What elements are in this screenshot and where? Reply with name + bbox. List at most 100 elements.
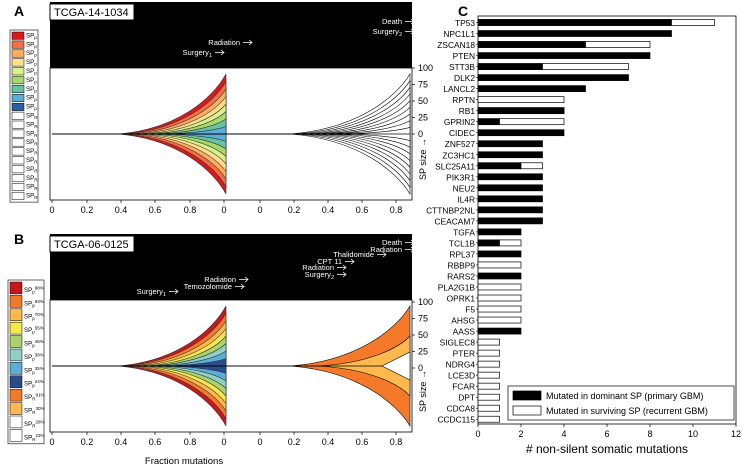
panel-b: TCGA-06-0125 RadiationTemozolomideSurger…	[7, 234, 433, 466]
legend-swatch	[9, 415, 23, 429]
bar-primary-cttnbp2nl	[477, 206, 543, 214]
event-arrow	[239, 276, 249, 283]
gene-label-f5: F5	[465, 305, 475, 315]
x-tick-label: 0.6	[149, 437, 162, 447]
event-label: Surgery2	[305, 270, 334, 281]
x-tick-label: 0	[221, 437, 226, 447]
bar-primary-gprin2	[477, 118, 500, 126]
legend-swatch	[11, 174, 25, 183]
bar-primary-cidec	[477, 129, 565, 137]
panel-a-letter: A	[14, 3, 24, 19]
legend-swatch	[11, 147, 25, 156]
event-arrow	[405, 239, 415, 246]
x-tick-label: 0.6	[356, 205, 369, 215]
legend-label: SPp46%	[24, 339, 44, 348]
x-tick-label: 0	[49, 437, 54, 447]
legend-swatch	[9, 321, 23, 335]
bar-primary-slc25a11	[477, 162, 522, 170]
gene-label-ndrg4: NDRG4	[446, 360, 476, 370]
gene-label-cdca8: CDCA8	[447, 404, 476, 414]
legend-label: SPp	[26, 104, 37, 112]
y-tick-label: 0	[418, 363, 423, 373]
bar-primary-tp53	[477, 19, 672, 26]
bar-primary-rars2	[477, 272, 522, 280]
y-tick-label: 100	[418, 63, 433, 73]
gene-label-cttnbp2nl: CTTNBP2NL	[426, 205, 475, 215]
legend-swatch	[11, 138, 25, 147]
legend-swatch	[11, 85, 25, 94]
y-axis-label: SP size →	[418, 370, 428, 412]
legend-label: SPp	[26, 50, 37, 58]
gene-label-lce3d: LCE3D	[448, 371, 475, 381]
legend-swatch	[11, 67, 25, 76]
bar-recurrent-f5	[477, 305, 522, 313]
bar-recurrent-dpt	[477, 393, 500, 401]
legend-swatch	[9, 402, 23, 415]
x-tick-label: 6	[604, 429, 609, 439]
legend-swatch	[11, 191, 25, 200]
legend-label: SPp	[26, 86, 37, 94]
bar-primary-aass	[477, 327, 522, 335]
gene-label-zscan18: ZSCAN18	[437, 40, 475, 50]
panel-a-axes: 0 0.2 0.4 0.6 0.8 0 0 0.2 0.4 0.6 0.81007550250SP …	[49, 63, 433, 215]
event-label: Radiation	[208, 38, 240, 47]
event-label: Surgery1	[183, 48, 212, 59]
legend-label: SPp	[26, 77, 37, 85]
y-tick-label: 25	[418, 347, 428, 357]
panel-c-bars: TP53NPC1L1ZSCAN18PTENSTT3BDLK2LANCL2RPTN…	[426, 18, 715, 425]
legend-label: SPp93%	[24, 299, 44, 308]
legend-label-primary: Mutated in dominant SP (primary GBM)	[546, 391, 703, 401]
legend-label: SPR	[26, 175, 38, 183]
bar-recurrent-fcar	[477, 382, 500, 390]
y-tick-label: 100	[418, 297, 433, 307]
bar-primary-ceacam7	[477, 217, 543, 225]
event-label: Radiation	[370, 245, 402, 254]
x-tick-label: 0.6	[356, 437, 369, 447]
gene-label-il4r: IL4R	[457, 194, 475, 204]
legend-label: SPR	[26, 148, 38, 156]
gene-label-rars2: RARS2	[447, 271, 475, 281]
panel-c-legend-box	[507, 385, 735, 421]
event-arrow	[405, 246, 415, 253]
panel-b-legend: SPp98% SPp93% SPp70% SPp55% SPp46% SPp38% SPp3…	[7, 279, 45, 445]
x-tick-label: 0	[257, 437, 262, 447]
legend-swatch	[11, 111, 25, 120]
gene-label-rb1: RB1	[459, 106, 476, 116]
y-tick-label: 75	[418, 314, 428, 324]
panel-a-patient-id: TCGA-14-1034	[54, 7, 129, 19]
panel-a-fishplot	[52, 72, 411, 196]
legend-label: SPR	[26, 113, 38, 121]
legend-swatch	[11, 94, 25, 102]
bar-recurrent-lce3d	[477, 371, 500, 379]
x-tick-label: 8	[647, 429, 652, 439]
legend-label: SPp24%	[24, 379, 44, 388]
legend-swatch	[9, 348, 23, 362]
bar-primary-neu2	[477, 184, 543, 192]
panel-c-legend: Mutated in dominant SP (primary GBM) Muta…	[507, 385, 735, 421]
gene-label-zc3hc1: ZC3HC1	[442, 150, 475, 160]
x-tick-label: 4	[561, 429, 566, 439]
x-tick-label: 0	[49, 205, 54, 215]
event-arrow	[377, 251, 387, 258]
gene-label-fcar: FCAR	[452, 382, 475, 392]
bar-primary-npc1l1	[477, 30, 672, 37]
x-tick-label: 10	[688, 429, 698, 439]
bar-recurrent-rptn	[477, 96, 565, 104]
x-tick-label: 0.2	[288, 205, 301, 215]
y-tick-label: 0	[418, 129, 423, 139]
x-tick-label: 0.4	[322, 437, 335, 447]
gene-label-npc1l1: NPC1L1	[443, 29, 475, 39]
panel-b-events: RadiationTemozolomideSurgery1Thalidomide…	[137, 238, 415, 298]
legend-label: SPp55%	[24, 326, 44, 335]
legend-swatch	[9, 375, 23, 388]
gene-label-tcl1b: TCL1B	[449, 238, 475, 248]
gene-label-pten: PTEN	[453, 51, 475, 61]
legend-label-recurrent: Mutated in surviving SP (recurrent GBM)	[546, 406, 708, 416]
gene-label-tgfa: TGFA	[453, 227, 475, 237]
event-label: Radiation	[204, 275, 236, 284]
legend-swatch	[11, 31, 25, 40]
legend-frame	[7, 279, 45, 445]
legend-swatch	[9, 335, 23, 348]
legend-label: SPp70%	[24, 312, 44, 321]
panel-c-x-axis-label: # non-silent somatic mutations	[526, 442, 688, 456]
